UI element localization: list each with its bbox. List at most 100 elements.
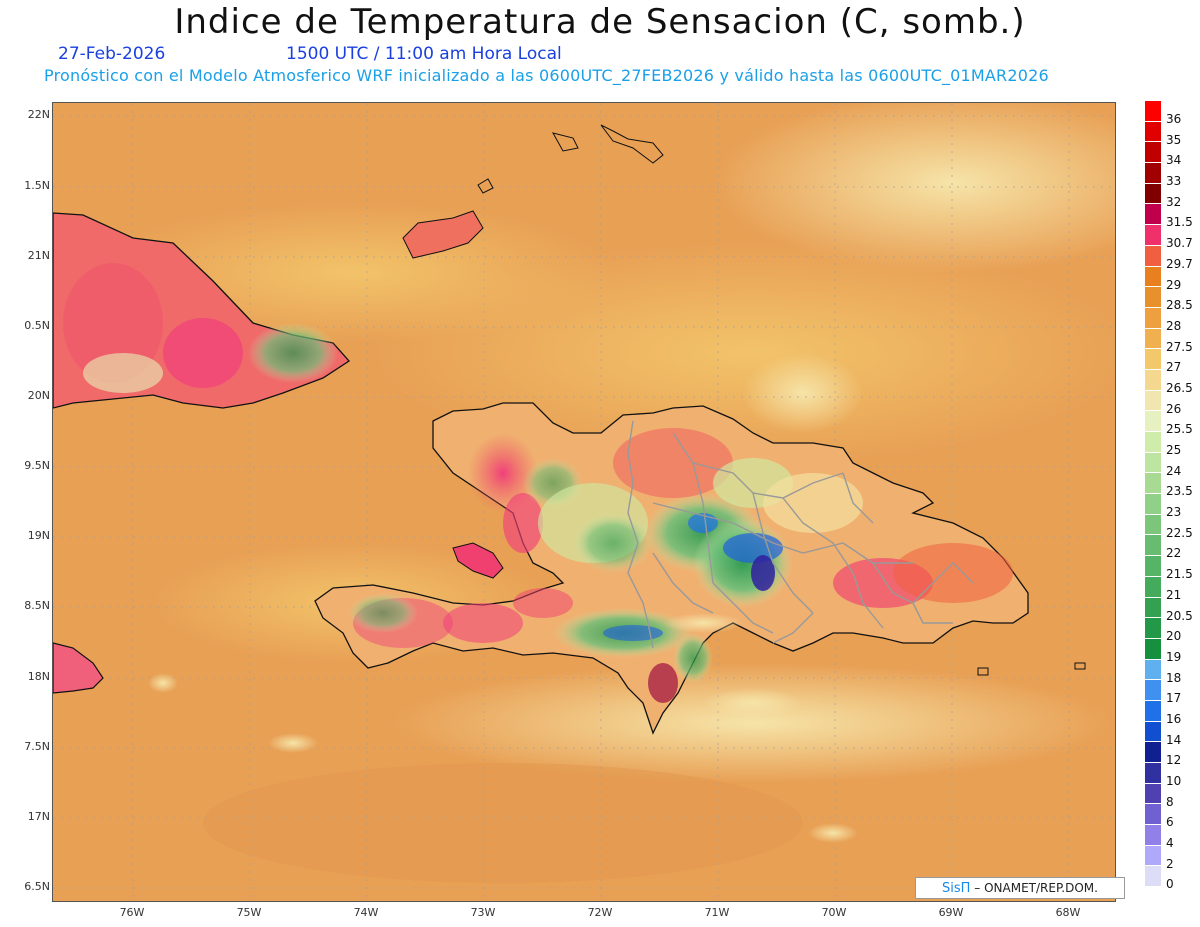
colorbar-label: 22 <box>1166 546 1182 561</box>
colorbar-label: 21 <box>1166 587 1182 602</box>
colorbar-cell <box>1145 866 1161 888</box>
map-canvas <box>53 103 1115 901</box>
colorbar-cell <box>1145 204 1161 226</box>
lon-label: 68W <box>1055 906 1081 919</box>
province-borders <box>627 420 974 649</box>
colorbar-label: 12 <box>1166 753 1182 768</box>
colorbar-cell <box>1145 494 1161 515</box>
colorbar-cell <box>1145 411 1161 432</box>
ocean-band <box>203 763 803 883</box>
colorbar-cell <box>1145 245 1161 267</box>
small-cay <box>1074 662 1086 670</box>
colorbar-cell <box>1145 700 1161 722</box>
credit-box: SisΠ – ONAMET/REP.DOM. <box>915 877 1125 899</box>
colorbar-label: 0 <box>1166 877 1174 892</box>
colorbar-cell <box>1145 825 1161 846</box>
colorbar-label: 35 <box>1166 132 1182 147</box>
colorbar-label: 18 <box>1166 670 1182 685</box>
colorbar-label: 28 <box>1166 318 1182 333</box>
colorbar-cell <box>1145 618 1161 639</box>
map-grid <box>53 103 1115 901</box>
colorbar-label: 27.5 <box>1166 339 1193 354</box>
colorbar-label: 2 <box>1166 856 1174 871</box>
colorbar-cell <box>1145 659 1161 681</box>
colorbar-label: 21.5 <box>1166 567 1193 582</box>
lat-label: 9.5N <box>24 459 50 472</box>
lat-label: 17N <box>27 810 50 823</box>
colorbar-cell <box>1145 680 1161 701</box>
lon-label: 72W <box>587 906 613 919</box>
lon-label: 69W <box>938 906 964 919</box>
lat-label: 20N <box>27 389 50 402</box>
colorbar-label: 24 <box>1166 463 1182 478</box>
colorbar-cell <box>1145 535 1161 557</box>
colorbar-cell <box>1145 390 1161 412</box>
bahamas-island <box>552 132 579 152</box>
colorbar-cell <box>1145 556 1161 577</box>
colorbar-cell <box>1145 121 1161 143</box>
credit-text: – ONAMET/REP.DOM. <box>974 881 1098 895</box>
colorbar-cell <box>1145 101 1161 122</box>
sispi-logo: SisΠ <box>942 881 971 896</box>
colorbar-cell <box>1145 845 1161 867</box>
lat-label: 8.5N <box>24 599 50 612</box>
colorbar-cell <box>1145 638 1161 660</box>
lat-label: 21N <box>27 249 50 262</box>
colorbar-cell <box>1145 369 1161 391</box>
lon-label: 76W <box>119 906 145 919</box>
colorbar-cell <box>1145 349 1161 370</box>
lon-label: 70W <box>821 906 847 919</box>
colorbar-label: 31.5 <box>1166 215 1193 230</box>
colorbar-cell <box>1145 183 1161 205</box>
lon-label: 75W <box>236 906 262 919</box>
ocean-band <box>393 663 1113 783</box>
colorbar-cell <box>1145 432 1161 453</box>
colorbar-cell <box>1145 721 1161 743</box>
colorbar-cell <box>1145 804 1161 826</box>
colorbar-label: 32 <box>1166 194 1182 209</box>
colorbar-label: 27 <box>1166 360 1182 375</box>
colorbar-label: 23.5 <box>1166 484 1193 499</box>
colorbar-label: 19 <box>1166 649 1182 664</box>
ocean-band <box>743 353 863 433</box>
colorbar-label: 6 <box>1166 815 1174 830</box>
colorbar-label: 26.5 <box>1166 380 1193 395</box>
colorbar-cell <box>1145 328 1161 350</box>
colorbar-cell <box>1145 225 1161 246</box>
colorbar-cell <box>1145 597 1161 619</box>
heat-index-map[interactable] <box>52 102 1116 902</box>
forecast-time: 1500 UTC / 11:00 am Hora Local <box>286 44 562 64</box>
colorbar-label: 14 <box>1166 732 1182 747</box>
colorbar-cell <box>1145 142 1161 164</box>
lat-label: 6.5N <box>24 880 50 893</box>
colorbar-label: 20.5 <box>1166 608 1193 623</box>
colorbar-label: 28.5 <box>1166 298 1193 313</box>
colorbar-cell <box>1145 763 1161 784</box>
colorbar <box>1145 101 1161 888</box>
colorbar-cell <box>1145 514 1161 536</box>
colorbar-cell <box>1145 783 1161 805</box>
colorbar-label: 26 <box>1166 401 1182 416</box>
colorbar-label: 25 <box>1166 443 1182 457</box>
lat-label: 1.5N <box>24 179 50 192</box>
lat-label: 7.5N <box>24 740 50 753</box>
colorbar-label: 29.7 <box>1166 256 1193 271</box>
colorbar-label: 34 <box>1166 153 1182 168</box>
chart-title: Indice de Temperatura de Sensacion (C, s… <box>174 2 1026 42</box>
colorbar-label: 33 <box>1166 174 1182 189</box>
colorbar-label: 36 <box>1166 112 1182 126</box>
colorbar-label: 20 <box>1166 629 1182 644</box>
jamaica-landmass <box>53 642 104 694</box>
model-subtitle: Pronóstico con el Modelo Atmosferico WRF… <box>44 66 1049 85</box>
colorbar-cell <box>1145 266 1161 288</box>
colorbar-label: 16 <box>1166 711 1182 726</box>
bahamas-island <box>600 124 664 164</box>
lon-label: 74W <box>353 906 379 919</box>
colorbar-label: 23 <box>1166 505 1182 520</box>
lat-label: 22N <box>27 108 50 121</box>
lon-label: 73W <box>470 906 496 919</box>
bahamas-island <box>477 178 494 194</box>
lat-label: 0.5N <box>24 319 50 332</box>
colorbar-label: 17 <box>1166 691 1182 706</box>
lat-label: 19N <box>27 529 50 542</box>
